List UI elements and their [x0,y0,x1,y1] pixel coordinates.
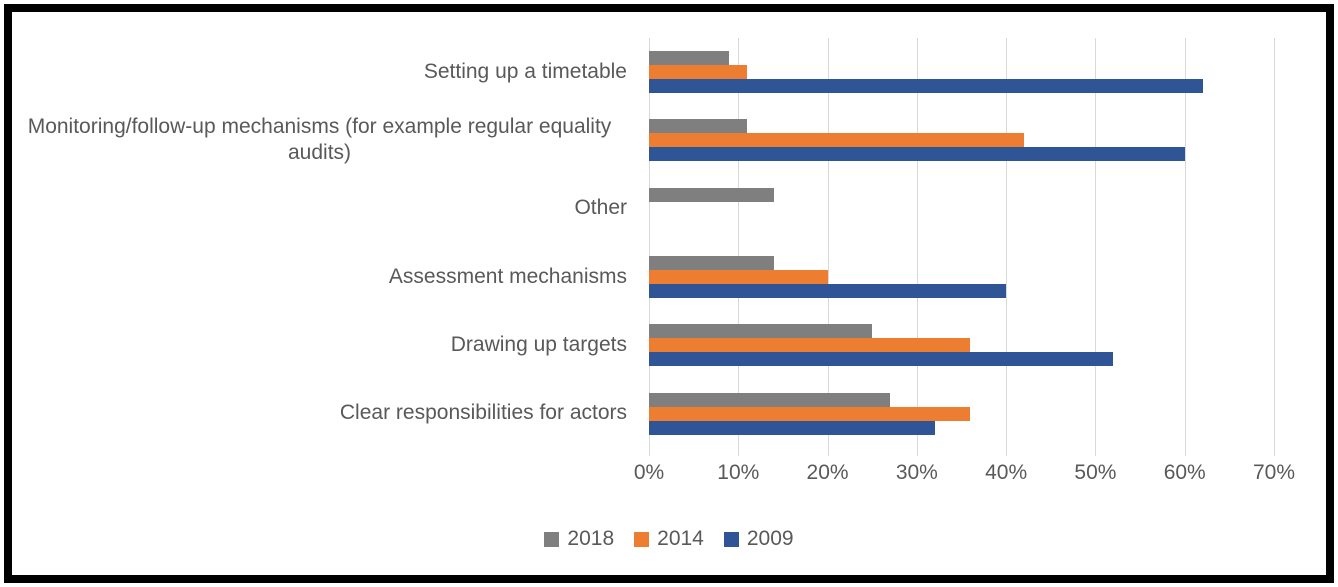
bar-2014 [649,270,828,285]
bar-2009 [649,352,1114,367]
bars-cell [649,38,1274,106]
legend-swatch-icon [544,531,560,547]
bar-2018 [649,324,873,339]
bar-2014 [649,65,748,80]
gridline [827,38,829,456]
legend-swatch-icon [634,531,650,547]
category-row: Other [12,175,1274,243]
category-label-cell: Assessment mechanisms [12,243,649,311]
gridline [916,38,918,456]
bars-cell [649,311,1274,379]
category-label-cell: Clear responsibilities for actors [12,380,649,448]
category-label: Clear responsibilities for actors [339,401,627,425]
legend-label: 2014 [657,527,704,550]
legend: 2018 2014 2009 [12,522,1326,556]
category-row: Setting up a timetable [12,38,1274,106]
legend-label: 2018 [567,527,615,550]
category-label-cell: Monitoring/follow-up mechanisms (for exa… [12,106,649,174]
bars-cell [649,175,1274,243]
bar-2018 [649,119,748,134]
x-axis-tick-label: 50% [1074,461,1117,484]
category-row: Monitoring/follow-up mechanisms (for exa… [12,106,1274,174]
gridline [738,38,740,456]
x-axis-tick-label: 30% [895,461,938,484]
x-axis-tick-label: 10% [717,461,760,484]
category-label-cell: Drawing up targets [12,311,649,379]
chart-rows: Setting up a timetable Monitoring/follow-… [12,38,1274,448]
gridline [1274,38,1275,456]
x-axis-tick-label: 0% [633,461,665,484]
bar-2009 [649,420,935,435]
gridlines [649,38,1275,456]
bar-2018 [649,256,774,271]
gridline [1184,38,1186,456]
category-row: Assessment mechanisms [12,243,1274,311]
x-axis-tick-label: 60% [1163,461,1206,484]
legend-item-2018: 2018 [544,527,614,551]
gridline [649,38,650,456]
bar-2009 [649,284,1007,299]
bar-2018 [649,187,774,202]
legend-label: 2009 [746,527,794,550]
bar-2014 [649,338,971,353]
gridline [1095,38,1097,456]
category-label: Other [574,196,627,220]
category-label-cell: Other [12,175,649,243]
x-axis-tick-label: 70% [1252,461,1296,484]
bars-cell [649,243,1274,311]
legend-item-2014: 2014 [634,527,704,551]
gridline [1006,38,1008,456]
bar-2018 [649,392,891,407]
bar-2014 [649,133,1024,148]
bar-2014 [649,406,971,421]
legend-swatch-icon [723,531,739,547]
category-label: Drawing up targets [450,333,627,357]
chart-border: Setting up a timetable Monitoring/follow-… [4,4,1334,583]
x-axis: 0% 10% 20% 30% 40% 50% 60% 70% [634,458,1295,488]
bars-cell [649,380,1274,448]
bar-2009 [649,79,1203,94]
category-label: Assessment mechanisms [388,264,627,288]
x-axis-tick-label: 20% [806,461,849,484]
category-row: Clear responsibilities for actors [12,380,1274,448]
category-label: Setting up a timetable [423,59,627,83]
x-axis-tick-label: 40% [985,461,1028,484]
category-label-cell: Setting up a timetable [12,38,649,106]
category-label: Monitoring/follow-up mechanisms (for exa… [27,114,612,165]
legend-item-2009: 2009 [723,527,794,551]
category-row: Drawing up targets [12,311,1274,379]
bars-cell [649,106,1274,174]
bar-2009 [649,147,1185,162]
bar-2018 [649,51,730,66]
